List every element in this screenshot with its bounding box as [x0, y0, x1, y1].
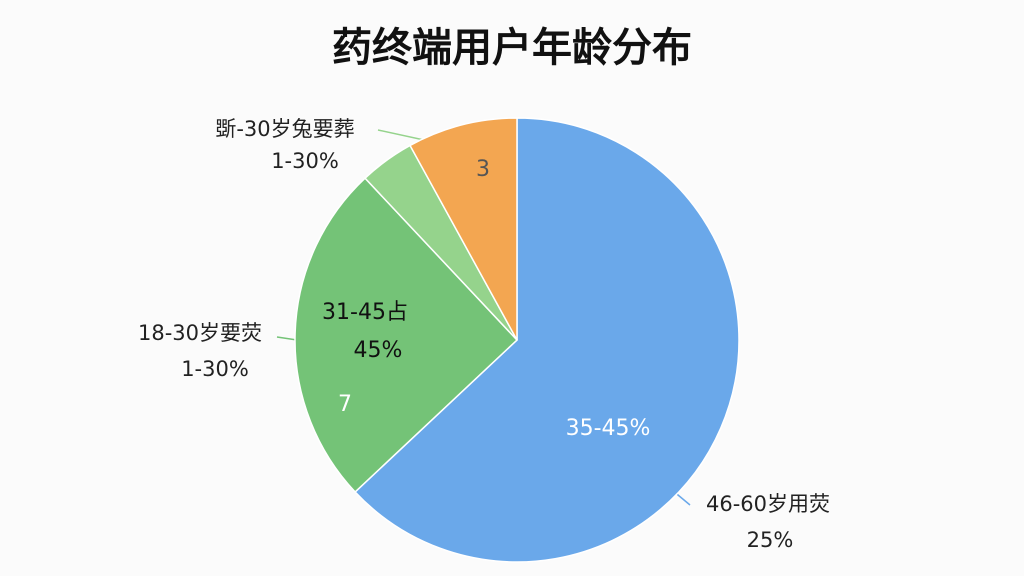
slice-sublabel: 25% — [747, 528, 794, 552]
pie-slice — [409, 117, 518, 341]
slice-label: 18-30岁要荧 — [138, 321, 262, 345]
leader-line — [276, 336, 298, 341]
slice-label: 斲-30岁兔要葬 — [215, 117, 354, 141]
slice-sublabel: 1-30% — [181, 357, 249, 381]
pie-slice — [294, 177, 519, 494]
inner-label: 45% — [354, 338, 403, 363]
slice-sublabel: 1-30% — [271, 149, 339, 173]
inner-label: 35-45% — [566, 416, 651, 441]
inner-label: 3 — [476, 157, 490, 182]
inner-label: 31-45占 — [322, 300, 408, 325]
inner-label: 7 — [338, 392, 352, 417]
chart-title: 药终端用户年龄分布 — [332, 25, 692, 71]
slice-label: 46-60岁用荧 — [706, 492, 830, 516]
pie-slice — [354, 117, 740, 563]
